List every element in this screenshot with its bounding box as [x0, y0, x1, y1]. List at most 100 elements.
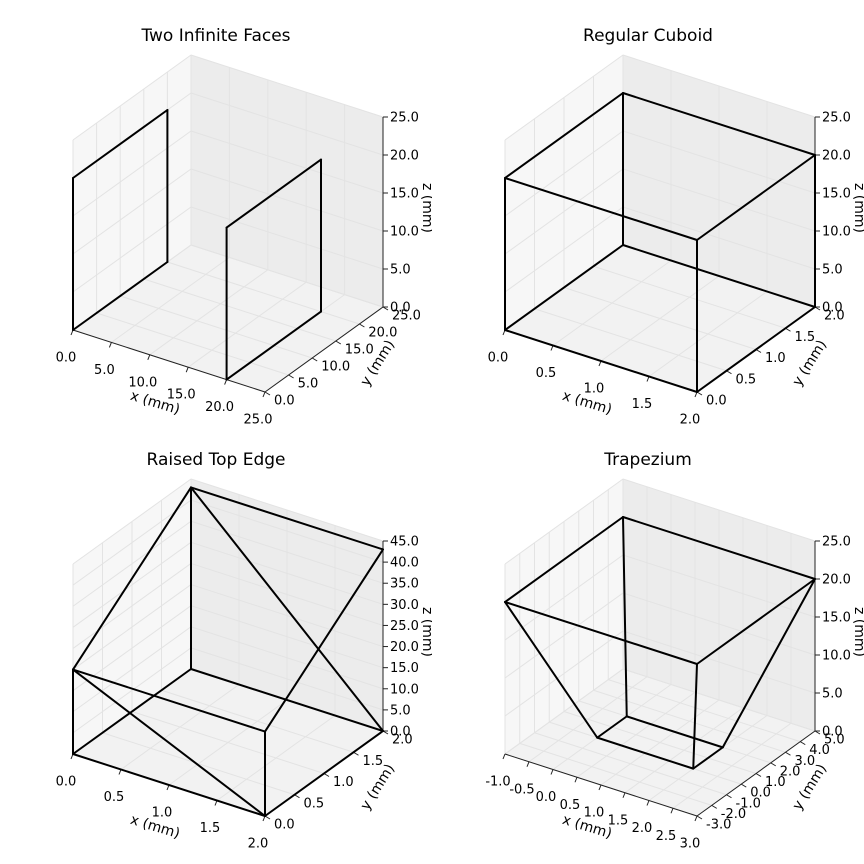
wireframe-edge: [721, 578, 816, 749]
x-tick-label: 1.0: [152, 806, 173, 821]
z-tick-label: 15.0: [390, 187, 419, 202]
y-tick-label: 10.0: [321, 360, 350, 375]
z-tick-label: 15.0: [390, 661, 419, 676]
wireframe-edge: [72, 668, 192, 755]
wireframe-edge: [72, 668, 266, 733]
x-tick-label: 2.0: [680, 413, 701, 428]
x-tick-label: 2.5: [656, 829, 677, 844]
y-tick-label: 0.0: [274, 394, 295, 409]
y-tick-label: 2.0: [392, 733, 413, 748]
y-tick-label: 4.0: [809, 743, 830, 758]
z-axis-label: z (mm): [419, 607, 432, 657]
chart-plot-2: 0.00.51.01.52.00.00.51.01.52.00.05.010.0…: [488, 54, 864, 428]
x-tick-label: 0.5: [536, 366, 557, 381]
wireframe-edge: [596, 715, 628, 739]
wireframe-edge: [504, 177, 698, 241]
wireframe-edge: [692, 746, 724, 770]
x-tick-label: 0.0: [56, 775, 77, 790]
y-tick-label: 1.5: [363, 754, 384, 769]
chart-title: Two Infinite Faces: [141, 26, 291, 46]
wireframe-edge: [696, 306, 816, 393]
z-tick-label: 5.0: [822, 263, 843, 278]
wireframe-edge: [264, 548, 384, 733]
z-tick-label: 20.0: [822, 149, 851, 164]
chart-panel-4: Trapezium -1.0 -0.5 0.0 0.5 1.0 1.5 2.0 2.5 3.0-…: [432, 424, 864, 856]
wireframe-edge: [622, 516, 816, 580]
z-tick-label: 30.0: [390, 598, 419, 613]
z-tick-label: 45.0: [390, 535, 419, 550]
wireframe-edge: [190, 486, 384, 732]
wireframe-edge: [622, 244, 816, 308]
chart-title: Regular Cuboid: [583, 26, 713, 46]
z-tick-label: 15.0: [822, 187, 851, 202]
x-tick-label: -1.0: [485, 775, 510, 790]
wireframe-edge: [190, 668, 384, 732]
wireframe-edge: [225, 310, 322, 381]
y-axis-line: [264, 306, 384, 393]
y-tick-label: 1.0: [765, 775, 786, 790]
y-tick-label: 1.5: [795, 330, 816, 345]
wireframe-edge: [190, 486, 384, 551]
y-tick-label: 2.0: [780, 764, 801, 779]
x-tick-label: 25.0: [244, 413, 273, 428]
wireframe-edge: [72, 109, 169, 179]
z-tick-label: 35.0: [390, 577, 419, 592]
wireframe-edge: [72, 753, 266, 817]
chart-title: Raised Top Edge: [146, 450, 286, 470]
y-tick-label: 20.0: [368, 326, 397, 341]
x-tick-label: 1.5: [200, 821, 221, 836]
wireframe-edge: [696, 154, 816, 241]
y-tick-label: 0.0: [274, 818, 295, 833]
x-tick-label: 0.0: [488, 351, 509, 366]
z-tick-label: 10.0: [822, 225, 851, 240]
y-tick-label: -3.0: [706, 818, 731, 833]
chart-panel-1: Two Infinite Faces 0.0 5.0 10.0 15.0 20.0 25.…: [0, 0, 432, 432]
chart-plot-3: 0.00.51.01.52.00.00.51.01.52.00.05.010.0…: [56, 478, 432, 852]
z-tick-label: 5.0: [822, 687, 843, 702]
wireframe-edge: [504, 516, 624, 603]
y-tick-label: 1.0: [765, 351, 786, 366]
y-tick-label: 2.0: [824, 309, 845, 324]
wireframe-edge: [72, 261, 169, 331]
z-tick-label: 25.0: [390, 619, 419, 634]
z-tick-label: 40.0: [390, 556, 419, 571]
chart-panel-3: Raised Top Edge 0.0 0.5 1.0 1.5 2.0 0.0 0.5 1.0…: [0, 424, 432, 856]
y-tick-label: 15.0: [345, 343, 374, 358]
z-tick-label: 10.0: [822, 649, 851, 664]
y-tick-label: 5.0: [298, 377, 319, 392]
z-tick-label: 0.0: [822, 301, 843, 316]
z-axis-label: z (mm): [851, 183, 864, 233]
x-tick-label: 10.0: [128, 375, 157, 390]
x-axis-line: [72, 329, 266, 393]
z-tick-label: 20.0: [822, 573, 851, 588]
wireframe-edge: [72, 668, 266, 817]
wireframe-edge: [72, 486, 192, 671]
wireframe-edge: [692, 663, 698, 770]
z-tick-label: 0.0: [390, 301, 411, 316]
y-tick-label: -1.0: [736, 796, 761, 811]
y-axis-label: y (mm): [790, 337, 831, 389]
y-tick-label: 25.0: [392, 309, 421, 324]
z-tick-label: 20.0: [390, 640, 419, 655]
wireframe-edge: [264, 730, 384, 817]
y-tick-label: 0.0: [706, 394, 727, 409]
x-tick-label: 0.0: [56, 351, 77, 366]
x-tick-label: 0.5: [560, 798, 581, 813]
wireframe-edge: [622, 92, 816, 156]
x-tick-label: 2.0: [632, 821, 653, 836]
x-tick-label: 5.0: [94, 363, 115, 378]
wireframe-edge: [504, 92, 624, 179]
wireframe-edge: [622, 516, 628, 718]
y-tick-label: -2.0: [721, 807, 746, 822]
x-tick-label: 1.0: [584, 806, 605, 821]
z-tick-label: 0.0: [390, 725, 411, 740]
z-tick-label: 5.0: [390, 703, 411, 718]
x-tick-label: 20.0: [205, 400, 234, 415]
y-tick-label: 3.0: [795, 754, 816, 769]
z-tick-label: 0.0: [822, 725, 843, 740]
y-tick-label: 5.0: [824, 733, 845, 748]
x-tick-label: 1.5: [632, 397, 653, 412]
wireframe-edge: [504, 244, 624, 331]
x-tick-label: 1.5: [608, 813, 629, 828]
z-tick-label: 10.0: [390, 225, 419, 240]
